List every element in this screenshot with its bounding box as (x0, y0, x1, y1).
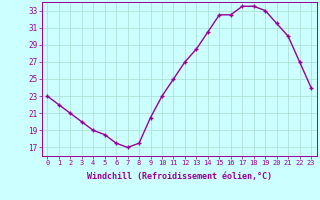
X-axis label: Windchill (Refroidissement éolien,°C): Windchill (Refroidissement éolien,°C) (87, 172, 272, 181)
